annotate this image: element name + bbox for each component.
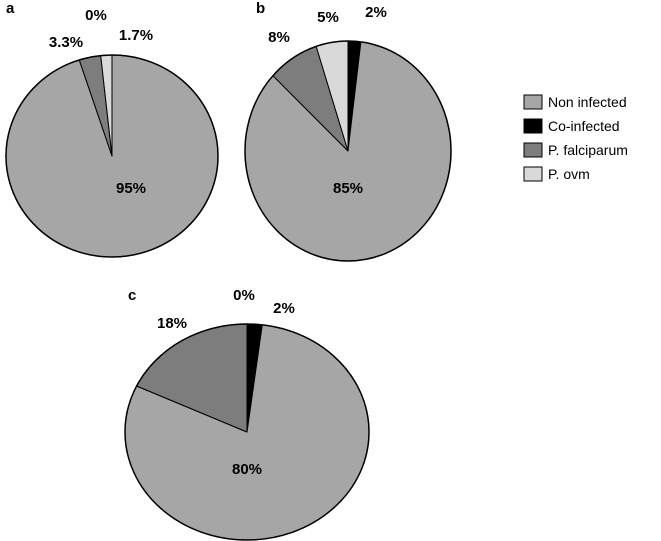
pie-label-a-p-falciparum: 3.3% xyxy=(49,34,83,51)
pie-label-a-co-infected: 0% xyxy=(85,7,107,24)
pie-label-b-p-falciparum: 8% xyxy=(268,29,290,46)
pie-panel-b: b 85% 2% 8% 5% xyxy=(244,0,452,262)
legend-item-co-infected: Co-infected xyxy=(523,118,620,134)
panel-letter-c: c xyxy=(128,287,136,304)
legend-swatch-co-infected xyxy=(523,118,543,134)
legend-item-p-falciparum: P. falciparum xyxy=(523,142,628,158)
legend-swatch-non-infected xyxy=(523,94,543,110)
legend-item-p-ovm: P. ovm xyxy=(523,166,590,182)
pie-label-a-non-infected: 95% xyxy=(116,180,146,197)
pie-label-a-p-ovm: 1.7% xyxy=(119,27,153,44)
pie-label-b-co-infected: 2% xyxy=(365,4,387,21)
pie-label-c-p-falciparum: 18% xyxy=(157,315,187,332)
legend-label-co-infected: Co-infected xyxy=(548,118,620,134)
legend-label-p-ovm: P. ovm xyxy=(548,166,590,182)
legend-item-non-infected: Non infected xyxy=(523,94,627,110)
pie-label-c-p-ovm: 0% xyxy=(233,287,255,304)
pie-label-c-co-infected: 2% xyxy=(273,300,295,317)
legend: Non infected Co-infected P. falciparum P. o… xyxy=(523,94,628,182)
pie-label-c-non-infected: 80% xyxy=(232,461,262,478)
legend-swatch-p-ovm xyxy=(523,166,543,182)
panel-letter-b: b xyxy=(256,0,265,17)
pie-label-b-non-infected: 85% xyxy=(333,180,363,197)
pie-outline-b xyxy=(244,40,452,262)
legend-label-p-falciparum: P. falciparum xyxy=(548,142,628,158)
legend-label-non-infected: Non infected xyxy=(548,94,627,110)
pie-label-b-p-ovm: 5% xyxy=(317,9,339,26)
pie-outline-c xyxy=(124,323,370,541)
pie-panel-a: a 95% 0%3.3% 1.7% xyxy=(5,0,219,258)
pie-panel-c: c 80% 2% 18% 0% xyxy=(124,287,370,541)
legend-swatch-p-falciparum xyxy=(523,142,543,158)
pie-outline-a xyxy=(5,54,219,258)
panel-letter-a: a xyxy=(6,0,15,17)
